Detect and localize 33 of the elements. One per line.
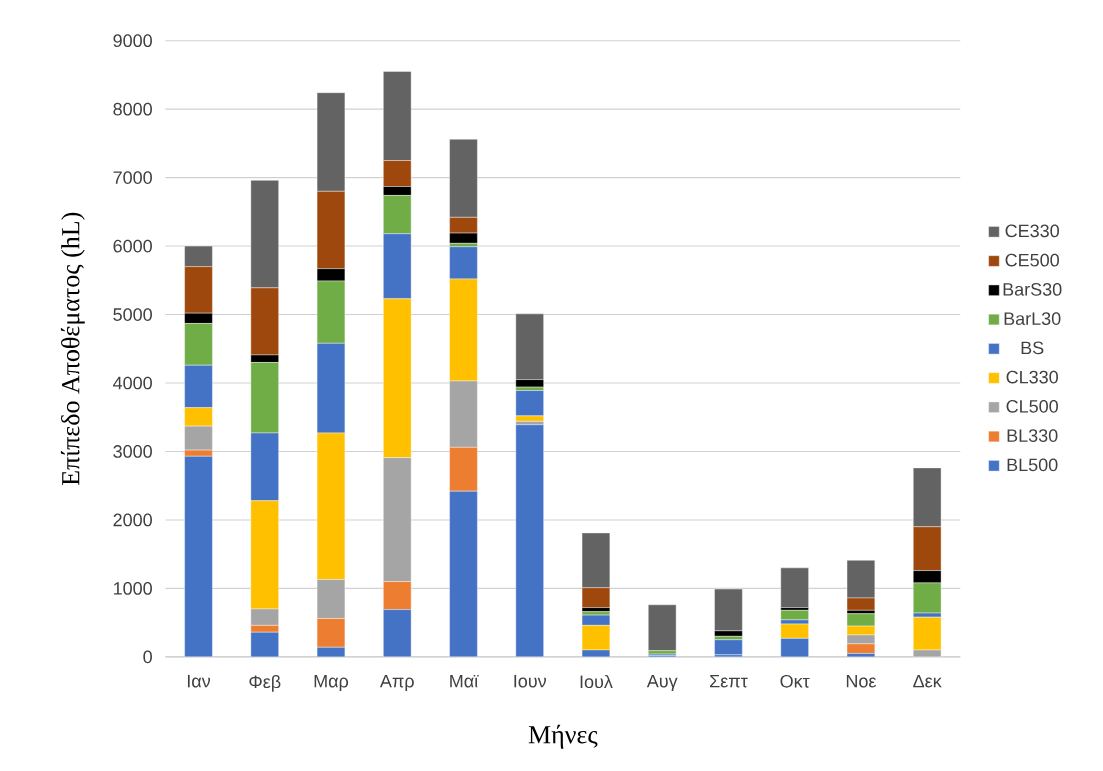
x-tick-label: Νοε — [846, 674, 877, 688]
legend-label: BarS30 — [1003, 283, 1062, 296]
y-tick-label: 8000 — [113, 102, 152, 116]
y-tick-label: 3000 — [113, 445, 152, 458]
legend-label: CL330 — [1006, 370, 1058, 384]
y-tick-label: 5000 — [113, 308, 152, 321]
legend-label: CL500 — [1006, 400, 1058, 413]
x-tick-label: Οκτ — [780, 674, 810, 688]
x-tick-label: Ιαν — [187, 674, 211, 688]
x-tick-label: Μαρ — [314, 674, 349, 692]
y-tick-label: 7000 — [113, 171, 152, 185]
legend-label: CE330 — [1005, 224, 1059, 238]
x-tick-label: Μαϊ — [450, 674, 479, 688]
y-tick-label: 4000 — [113, 376, 152, 390]
x-tick-label: Ιουν — [514, 674, 546, 688]
legend-label: BL330 — [1007, 429, 1058, 442]
y-axis-title: Επίπεδο Αποθέματος (hL) — [60, 212, 85, 486]
x-axis-title: Μήνες — [528, 724, 598, 749]
y-tick-label: 2000 — [113, 513, 152, 527]
x-tick-label: Σεπτ — [710, 674, 748, 688]
x-tick-label: Ιουλ — [580, 674, 613, 689]
x-tick-label: Φεβ — [249, 674, 281, 692]
legend-label: BL500 — [1007, 458, 1058, 472]
y-tick-label: 6000 — [113, 239, 152, 253]
y-tick-label: 0 — [143, 650, 152, 664]
x-tick-label: Αυγ — [646, 674, 678, 692]
y-tick-label: 1000 — [114, 582, 152, 595]
x-tick-label: Απρ — [379, 674, 414, 692]
legend-label: BS — [1021, 341, 1044, 355]
legend-label: BarL30 — [1004, 312, 1061, 326]
legend-label: CE500 — [1005, 253, 1059, 267]
y-tick-label: 9000 — [113, 34, 152, 48]
x-tick-label: Δεκ — [913, 674, 942, 688]
